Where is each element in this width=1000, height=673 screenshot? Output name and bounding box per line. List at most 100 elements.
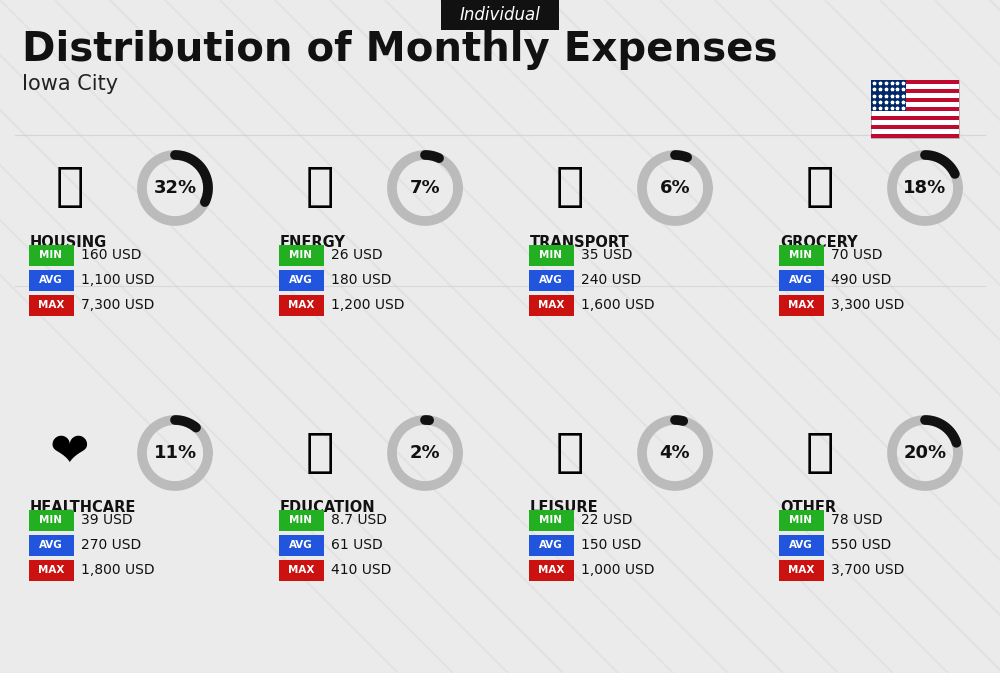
FancyBboxPatch shape <box>28 269 74 291</box>
Bar <box>871 107 959 111</box>
Text: 550 USD: 550 USD <box>831 538 891 552</box>
FancyBboxPatch shape <box>778 534 824 555</box>
Text: MIN: MIN <box>40 250 62 260</box>
Bar <box>871 80 959 85</box>
Text: 1,200 USD: 1,200 USD <box>331 298 404 312</box>
Text: AVG: AVG <box>789 275 813 285</box>
Text: 7,300 USD: 7,300 USD <box>81 298 154 312</box>
Text: 18%: 18% <box>903 179 947 197</box>
Text: MIN: MIN <box>540 250 562 260</box>
Text: 3,300 USD: 3,300 USD <box>831 298 904 312</box>
FancyBboxPatch shape <box>278 295 324 316</box>
Text: 1,100 USD: 1,100 USD <box>81 273 155 287</box>
Text: 🚌: 🚌 <box>556 166 584 211</box>
Bar <box>871 80 906 111</box>
Bar <box>871 116 959 120</box>
Text: 240 USD: 240 USD <box>581 273 641 287</box>
Text: MIN: MIN <box>540 515 562 525</box>
Text: 160 USD: 160 USD <box>81 248 142 262</box>
Text: Distribution of Monthly Expenses: Distribution of Monthly Expenses <box>22 30 778 70</box>
Text: 🏢: 🏢 <box>56 166 84 211</box>
Text: 22 USD: 22 USD <box>581 513 633 527</box>
Text: 70 USD: 70 USD <box>831 248 883 262</box>
Text: LEISURE: LEISURE <box>530 500 599 515</box>
Text: 20%: 20% <box>903 444 947 462</box>
FancyBboxPatch shape <box>441 0 559 30</box>
Bar <box>871 133 959 138</box>
Text: 39 USD: 39 USD <box>81 513 133 527</box>
Text: ❤️: ❤️ <box>50 431 90 476</box>
Text: 🛍️: 🛍️ <box>556 431 584 476</box>
Text: EDUCATION: EDUCATION <box>280 500 376 515</box>
Text: 490 USD: 490 USD <box>831 273 891 287</box>
Text: AVG: AVG <box>289 540 313 550</box>
FancyBboxPatch shape <box>28 244 74 266</box>
Text: Individual: Individual <box>460 6 540 24</box>
Text: HEALTHCARE: HEALTHCARE <box>30 500 136 515</box>
Text: 150 USD: 150 USD <box>581 538 641 552</box>
Text: 🎓: 🎓 <box>306 431 334 476</box>
Text: AVG: AVG <box>289 275 313 285</box>
Text: GROCERY: GROCERY <box>780 235 858 250</box>
Text: HOUSING: HOUSING <box>30 235 107 250</box>
Text: 7%: 7% <box>410 179 440 197</box>
Text: MAX: MAX <box>38 565 64 575</box>
Text: MAX: MAX <box>288 565 314 575</box>
Text: 4%: 4% <box>660 444 690 462</box>
Text: MAX: MAX <box>38 300 64 310</box>
Text: MIN: MIN <box>290 515 312 525</box>
Text: AVG: AVG <box>39 275 63 285</box>
FancyBboxPatch shape <box>778 244 824 266</box>
Text: 1,800 USD: 1,800 USD <box>81 563 155 577</box>
Text: AVG: AVG <box>789 540 813 550</box>
Text: 8.7 USD: 8.7 USD <box>331 513 387 527</box>
FancyBboxPatch shape <box>278 269 324 291</box>
FancyBboxPatch shape <box>528 534 574 555</box>
Text: 1,600 USD: 1,600 USD <box>581 298 655 312</box>
Text: 180 USD: 180 USD <box>331 273 392 287</box>
FancyBboxPatch shape <box>28 295 74 316</box>
Text: 11%: 11% <box>153 444 197 462</box>
Text: MIN: MIN <box>290 250 312 260</box>
FancyBboxPatch shape <box>278 244 324 266</box>
Text: MAX: MAX <box>788 565 814 575</box>
Text: MAX: MAX <box>288 300 314 310</box>
FancyBboxPatch shape <box>528 295 574 316</box>
FancyBboxPatch shape <box>528 269 574 291</box>
Text: 78 USD: 78 USD <box>831 513 883 527</box>
Text: 2%: 2% <box>410 444 440 462</box>
Text: 🔌: 🔌 <box>306 166 334 211</box>
Text: Iowa City: Iowa City <box>22 74 118 94</box>
Text: 6%: 6% <box>660 179 690 197</box>
Text: 270 USD: 270 USD <box>81 538 141 552</box>
Text: MIN: MIN <box>790 250 812 260</box>
FancyBboxPatch shape <box>28 509 74 530</box>
Bar <box>871 89 959 94</box>
Text: 1,000 USD: 1,000 USD <box>581 563 654 577</box>
FancyBboxPatch shape <box>778 295 824 316</box>
Text: 👜: 👜 <box>806 431 834 476</box>
Text: MAX: MAX <box>538 300 564 310</box>
Text: MAX: MAX <box>788 300 814 310</box>
FancyBboxPatch shape <box>528 509 574 530</box>
FancyBboxPatch shape <box>278 509 324 530</box>
Text: ENERGY: ENERGY <box>280 235 346 250</box>
Bar <box>871 98 959 102</box>
Text: 410 USD: 410 USD <box>331 563 391 577</box>
Text: AVG: AVG <box>539 275 563 285</box>
Text: 35 USD: 35 USD <box>581 248 633 262</box>
FancyBboxPatch shape <box>528 244 574 266</box>
Text: 3,700 USD: 3,700 USD <box>831 563 904 577</box>
FancyBboxPatch shape <box>778 269 824 291</box>
Text: AVG: AVG <box>539 540 563 550</box>
Text: 26 USD: 26 USD <box>331 248 383 262</box>
Text: 🛒: 🛒 <box>806 166 834 211</box>
Text: 32%: 32% <box>153 179 197 197</box>
Text: MAX: MAX <box>538 565 564 575</box>
Text: 61 USD: 61 USD <box>331 538 383 552</box>
Text: MIN: MIN <box>40 515 62 525</box>
Bar <box>871 80 959 138</box>
FancyBboxPatch shape <box>278 534 324 555</box>
Text: TRANSPORT: TRANSPORT <box>530 235 630 250</box>
Text: AVG: AVG <box>39 540 63 550</box>
